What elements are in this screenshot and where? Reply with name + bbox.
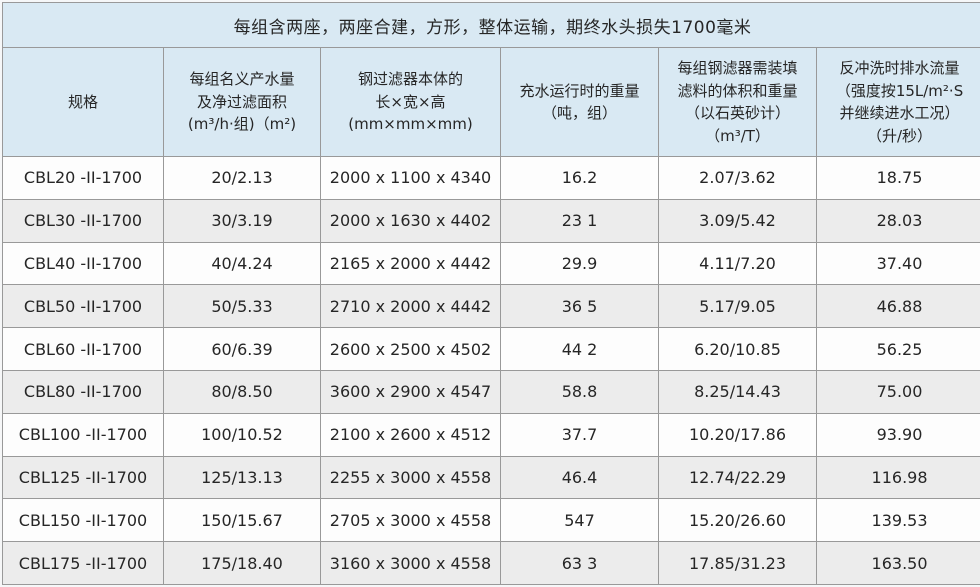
capacity-area-cell: 80/8.50: [163, 369, 321, 414]
backwash-flow-cell: 163.50: [815, 541, 980, 585]
table-row: CBL50 -II-1700 50/5.33 2710 x 2000 x 4442 3…: [2, 284, 980, 329]
table-row: CBL175 -II-1700 175/18.40 3160 x 3000 x 45…: [2, 541, 980, 585]
spec-cell: CBL60 -II-1700: [2, 327, 164, 371]
backwash-flow-cell: 28.03: [815, 198, 980, 243]
backwash-flow-cell: 75.00: [815, 369, 980, 414]
capacity-area-cell: 50/5.33: [163, 284, 321, 329]
table-header-row: 规格 每组名义产水量 及净过滤面积 (m³/h·组)（m²) 钢过滤器本体的 长…: [2, 47, 980, 157]
dimensions-cell: 2705 x 3000 x 4558: [320, 498, 501, 543]
operating-weight-cell: 58.8: [500, 369, 659, 414]
table-body: CBL20 -II-1700 20/2.13 2000 x 1100 x 4340 1…: [2, 156, 980, 585]
spec-cell: CBL20 -II-1700: [2, 156, 164, 200]
header-spec: 规格: [2, 47, 164, 157]
media-volume-weight-cell: 10.20/17.86: [658, 412, 817, 457]
dimensions-cell: 2000 x 1630 x 4402: [320, 198, 501, 243]
backwash-flow-cell: 18.75: [815, 156, 980, 200]
dimensions-cell: 3600 x 2900 x 4547: [320, 369, 501, 414]
media-volume-weight-cell: 17.85/31.23: [658, 541, 817, 585]
capacity-area-cell: 125/13.13: [163, 455, 321, 500]
media-volume-weight-cell: 5.17/9.05: [658, 284, 817, 329]
table-row: CBL20 -II-1700 20/2.13 2000 x 1100 x 4340 1…: [2, 156, 980, 200]
header-operating-weight: 充水运行时的重量 （吨，组）: [500, 47, 659, 157]
backwash-flow-cell: 46.88: [815, 284, 980, 329]
dimensions-cell: 2165 x 2000 x 4442: [320, 241, 501, 286]
spec-cell: CBL150 -II-1700: [2, 498, 164, 543]
spec-cell: CBL80 -II-1700: [2, 369, 164, 414]
capacity-area-cell: 30/3.19: [163, 198, 321, 243]
media-volume-weight-cell: 4.11/7.20: [658, 241, 817, 286]
dimensions-cell: 2710 x 2000 x 4442: [320, 284, 501, 329]
backwash-flow-cell: 37.40: [815, 241, 980, 286]
operating-weight-cell: 44 2: [500, 327, 659, 371]
table-title-row: 每组含两座，两座合建，方形，整体运输，期终水头损失1700毫米: [1, 2, 980, 48]
backwash-flow-cell: 116.98: [815, 455, 980, 500]
capacity-area-cell: 150/15.67: [163, 498, 321, 543]
dimensions-cell: 2100 x 2600 x 4512: [320, 412, 501, 457]
dimensions-cell: 2255 x 3000 x 4558: [320, 455, 501, 500]
dimensions-cell: 3160 x 3000 x 4558: [320, 541, 501, 585]
media-volume-weight-cell: 8.25/14.43: [658, 369, 817, 414]
backwash-flow-cell: 139.53: [815, 498, 980, 543]
spec-cell: CBL175 -II-1700: [2, 541, 164, 585]
table-row: CBL60 -II-1700 60/6.39 2600 x 2500 x 4502 4…: [2, 327, 980, 371]
media-volume-weight-cell: 3.09/5.42: [658, 198, 817, 243]
capacity-area-cell: 175/18.40: [163, 541, 321, 585]
media-volume-weight-cell: 15.20/26.60: [658, 498, 817, 543]
spec-cell: CBL40 -II-1700: [2, 241, 164, 286]
header-media-volume-weight: 每组钢滤器需装填 滤料的体积和重量 （以石英砂计） （m³/T）: [658, 47, 817, 157]
dimensions-cell: 2000 x 1100 x 4340: [320, 156, 501, 200]
media-volume-weight-cell: 12.74/22.29: [658, 455, 817, 500]
spec-cell: CBL125 -II-1700: [2, 455, 164, 500]
header-backwash-flow: 反冲洗时排水流量 （强度按15L/m²·S 并继续进水工况） （升/秒）: [815, 47, 980, 157]
header-dimensions: 钢过滤器本体的 长×宽×高 (mm×mm×mm): [320, 47, 501, 157]
operating-weight-cell: 63 3: [500, 541, 659, 585]
capacity-area-cell: 60/6.39: [163, 327, 321, 371]
media-volume-weight-cell: 2.07/3.62: [658, 156, 817, 200]
spec-cell: CBL50 -II-1700: [2, 284, 164, 329]
table-row: CBL40 -II-1700 40/4.24 2165 x 2000 x 4442 2…: [2, 241, 980, 286]
operating-weight-cell: 37.7: [500, 412, 659, 457]
backwash-flow-cell: 56.25: [815, 327, 980, 371]
spec-cell: CBL100 -II-1700: [2, 412, 164, 457]
table-row: CBL100 -II-1700 100/10.52 2100 x 2600 x 45…: [2, 412, 980, 457]
operating-weight-cell: 23 1: [500, 198, 659, 243]
table-row: CBL30 -II-1700 30/3.19 2000 x 1630 x 4402 2…: [2, 198, 980, 243]
media-volume-weight-cell: 6.20/10.85: [658, 327, 817, 371]
backwash-flow-cell: 93.90: [815, 412, 980, 457]
operating-weight-cell: 46.4: [500, 455, 659, 500]
header-capacity-area: 每组名义产水量 及净过滤面积 (m³/h·组)（m²): [163, 47, 321, 157]
operating-weight-cell: 16.2: [500, 156, 659, 200]
table-caption: 每组含两座，两座合建，方形，整体运输，期终水头损失1700毫米: [1, 2, 980, 48]
operating-weight-cell: 547: [500, 498, 659, 543]
table-row: CBL150 -II-1700 150/15.67 2705 x 3000 x 45…: [2, 498, 980, 543]
table-row: CBL125 -II-1700 125/13.13 2255 x 3000 x 45…: [2, 455, 980, 500]
capacity-area-cell: 20/2.13: [163, 156, 321, 200]
operating-weight-cell: 36 5: [500, 284, 659, 329]
capacity-area-cell: 100/10.52: [163, 412, 321, 457]
spec-cell: CBL30 -II-1700: [2, 198, 164, 243]
capacity-area-cell: 40/4.24: [163, 241, 321, 286]
dimensions-cell: 2600 x 2500 x 4502: [320, 327, 501, 371]
table-row: CBL80 -II-1700 80/8.50 3600 x 2900 x 4547 5…: [2, 369, 980, 414]
operating-weight-cell: 29.9: [500, 241, 659, 286]
